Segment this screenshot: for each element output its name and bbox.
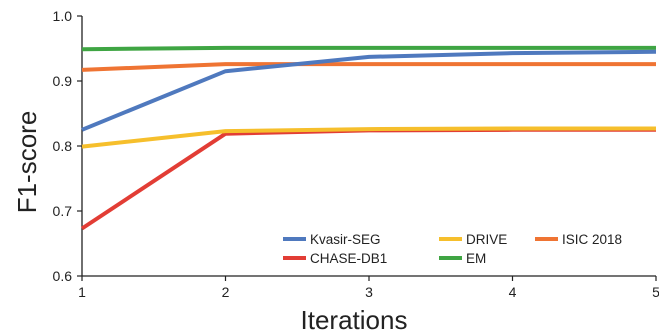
x-axis-title: Iterations: [301, 305, 408, 332]
series-line-kvasir-seg: [81, 49, 657, 132]
series-line-em: [81, 45, 656, 52]
x-tick-label: 1: [78, 284, 86, 300]
y-tick-label: 0.8: [53, 138, 73, 154]
series-line-chase-db1: [80, 127, 656, 231]
x-tick-label: 2: [222, 284, 230, 300]
y-axis-title: F1-score: [12, 111, 42, 214]
y-tick-label: 0.6: [53, 268, 73, 284]
x-tick-label: 4: [509, 284, 517, 300]
y-tick-label: 0.7: [53, 203, 73, 219]
series-line-isic-2018: [81, 62, 656, 72]
legend-label-kvasir-seg: Kvasir-SEG: [310, 232, 381, 247]
y-tick-label: 0.9: [53, 73, 73, 89]
legend-label-em: EM: [466, 251, 486, 266]
x-tick-label: 3: [365, 284, 373, 300]
legend-label-chase-db1: CHASE-DB1: [310, 251, 387, 266]
y-tick-label: 1.0: [53, 8, 73, 24]
x-tick-label: 5: [652, 284, 659, 300]
axes: F1-score Iterations: [12, 16, 656, 332]
axis-ticks: 1 2 3 4 5 0.6 0.7 0.8 0.9 1.0: [53, 8, 659, 300]
series-lines: [80, 45, 657, 231]
legend-label-isic-2018: ISIC 2018: [562, 232, 622, 247]
legend: Kvasir-SEG CHASE-DB1 DRIVE EM ISIC 2018: [283, 232, 622, 266]
legend-label-drive: DRIVE: [466, 232, 507, 247]
series-line-drive: [81, 126, 656, 149]
